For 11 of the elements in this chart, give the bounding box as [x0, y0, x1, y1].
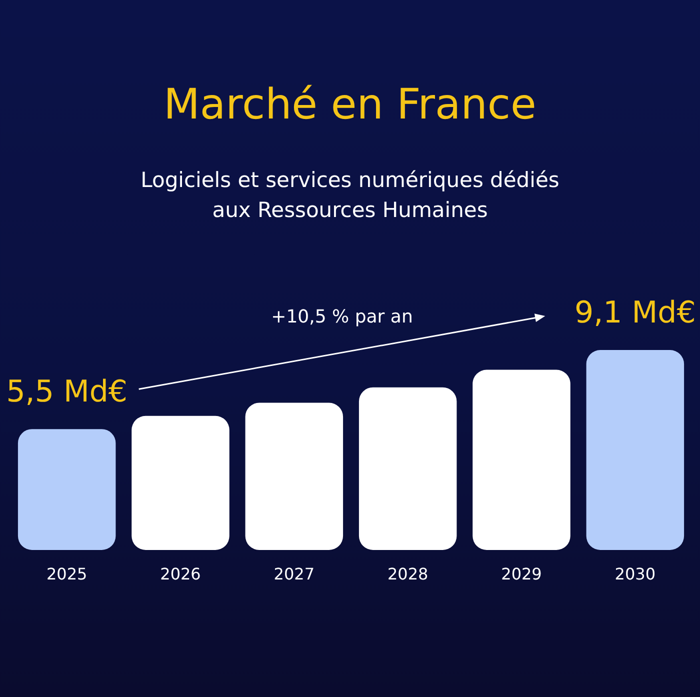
chart-title: Marché en France — [164, 80, 536, 128]
x-tick-label: 2025 — [46, 564, 88, 584]
x-tick-label: 2030 — [614, 564, 656, 584]
x-tick-label: 2026 — [160, 564, 201, 584]
x-tick-label: 2027 — [274, 564, 315, 584]
x-tick-label: 2029 — [501, 564, 542, 584]
chart-subtitle: Logiciels et services numériques dédiés aux Ressources Humaines — [140, 168, 560, 222]
text: +10,5 % par an — [271, 306, 413, 328]
data-label: 9,1 Md€ — [574, 296, 696, 330]
x-tick-label: 2028 — [387, 564, 428, 584]
data-label: 5,5 Md€ — [6, 374, 128, 410]
